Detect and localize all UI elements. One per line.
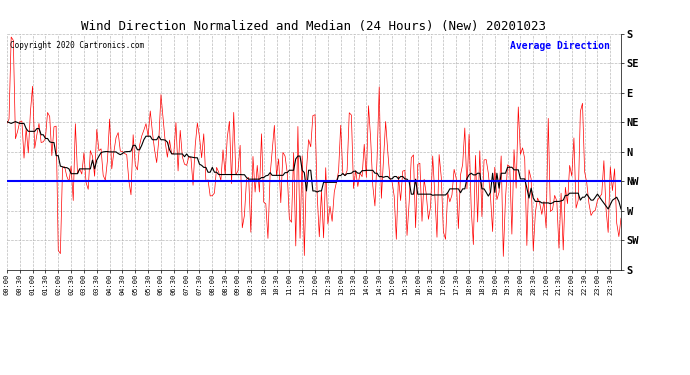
Text: Copyright 2020 Cartronics.com: Copyright 2020 Cartronics.com <box>10 41 144 50</box>
Title: Wind Direction Normalized and Median (24 Hours) (New) 20201023: Wind Direction Normalized and Median (24… <box>81 20 546 33</box>
Text: Average Direction: Average Direction <box>511 41 611 51</box>
